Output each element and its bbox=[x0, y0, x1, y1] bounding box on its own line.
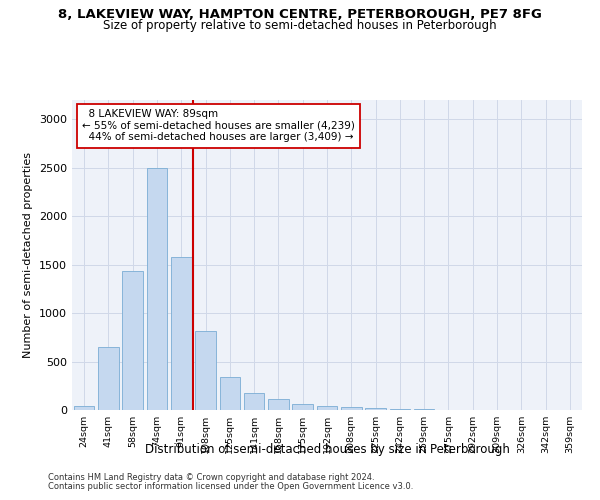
Bar bbox=[98, 347, 119, 410]
Bar bbox=[365, 408, 386, 410]
Text: Contains HM Land Registry data © Crown copyright and database right 2024.: Contains HM Land Registry data © Crown c… bbox=[48, 472, 374, 482]
Bar bbox=[171, 257, 191, 410]
Bar bbox=[122, 270, 143, 410]
Bar bbox=[146, 168, 167, 410]
Bar bbox=[74, 406, 94, 410]
Bar bbox=[195, 330, 216, 410]
Y-axis label: Number of semi-detached properties: Number of semi-detached properties bbox=[23, 152, 34, 358]
Bar bbox=[317, 406, 337, 410]
Text: Contains public sector information licensed under the Open Government Licence v3: Contains public sector information licen… bbox=[48, 482, 413, 491]
Text: 8, LAKEVIEW WAY, HAMPTON CENTRE, PETERBOROUGH, PE7 8FG: 8, LAKEVIEW WAY, HAMPTON CENTRE, PETERBO… bbox=[58, 8, 542, 20]
Bar bbox=[268, 400, 289, 410]
Bar bbox=[220, 376, 240, 410]
Bar bbox=[244, 393, 265, 410]
Text: Distribution of semi-detached houses by size in Peterborough: Distribution of semi-detached houses by … bbox=[145, 442, 509, 456]
Text: Size of property relative to semi-detached houses in Peterborough: Size of property relative to semi-detach… bbox=[103, 18, 497, 32]
Text: 8 LAKEVIEW WAY: 89sqm
← 55% of semi-detached houses are smaller (4,239)
  44% of: 8 LAKEVIEW WAY: 89sqm ← 55% of semi-deta… bbox=[82, 110, 355, 142]
Bar bbox=[389, 408, 410, 410]
Bar bbox=[341, 407, 362, 410]
Bar bbox=[292, 404, 313, 410]
Bar bbox=[414, 409, 434, 410]
